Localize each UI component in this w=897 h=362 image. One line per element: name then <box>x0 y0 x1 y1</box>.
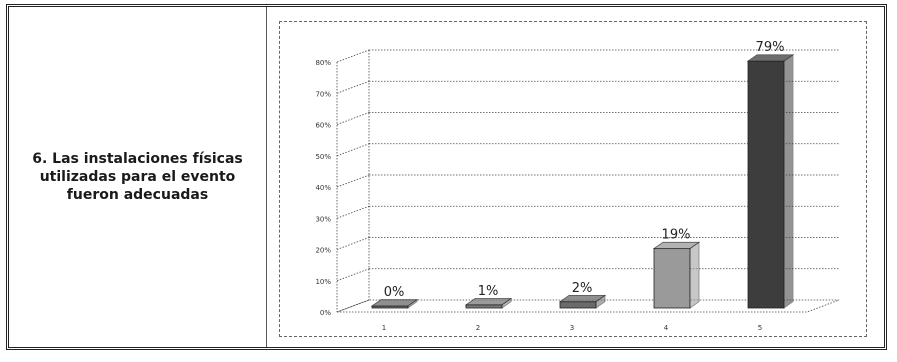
side-gridline <box>336 174 370 188</box>
bar-side <box>407 298 418 309</box>
side-gridline <box>336 143 370 157</box>
side-gridline <box>336 112 370 125</box>
y-tick-label: 70% <box>315 90 331 98</box>
question-text: 6. Las instalaciones físicas utilizadas … <box>32 151 243 203</box>
data-label: 0% <box>384 285 405 300</box>
data-label: 79% <box>756 40 785 55</box>
x-tick-label: 3 <box>570 324 574 332</box>
y-tick-label: 10% <box>315 278 331 286</box>
y-tick-label: 50% <box>315 153 331 161</box>
side-gridline <box>336 80 370 94</box>
question-cell: 6. Las instalaciones físicas utilizadas … <box>9 7 267 347</box>
bar <box>559 301 597 309</box>
side-gridline <box>336 237 370 250</box>
side-gridline <box>336 49 370 63</box>
side-gridline <box>336 299 370 313</box>
bar-chart: 0% 10% 20% 30% 40% 50% 60% 70% 80% 0% 1 1% 2 2% 3 19% 4 7… <box>315 40 840 332</box>
data-label: 1% <box>478 284 499 299</box>
side-gridline <box>336 268 370 282</box>
y-tick-label: 30% <box>315 215 331 223</box>
x-tick-label: 2 <box>476 324 480 332</box>
bar <box>653 248 691 309</box>
x-tick-label: 4 <box>664 324 669 332</box>
y-tick-label: 0% <box>320 309 331 317</box>
x-tick-label: 5 <box>758 324 762 332</box>
floor <box>336 299 840 313</box>
chart-area <box>279 21 867 337</box>
data-label: 2% <box>572 281 593 296</box>
side-gridline <box>336 205 370 219</box>
chart-cell: 0% 10% 20% 30% 40% 50% 60% 70% 80% 0% 1 1% 2 2% 3 19% 4 7… <box>267 7 884 347</box>
bar <box>747 60 785 309</box>
survey-table: 6. Las instalaciones físicas utilizadas … <box>6 4 887 350</box>
y-tick-label: 20% <box>315 247 331 255</box>
bar-side <box>595 294 606 309</box>
bar-side <box>501 297 512 309</box>
data-label: 19% <box>662 228 691 243</box>
x-tick-label: 1 <box>382 324 386 332</box>
bar-side <box>783 54 794 309</box>
y-tick-label: 80% <box>315 59 331 67</box>
bar-side <box>689 241 700 309</box>
bar <box>465 304 503 309</box>
y-tick-label: 40% <box>315 184 331 192</box>
y-tick-label: 60% <box>315 122 331 130</box>
